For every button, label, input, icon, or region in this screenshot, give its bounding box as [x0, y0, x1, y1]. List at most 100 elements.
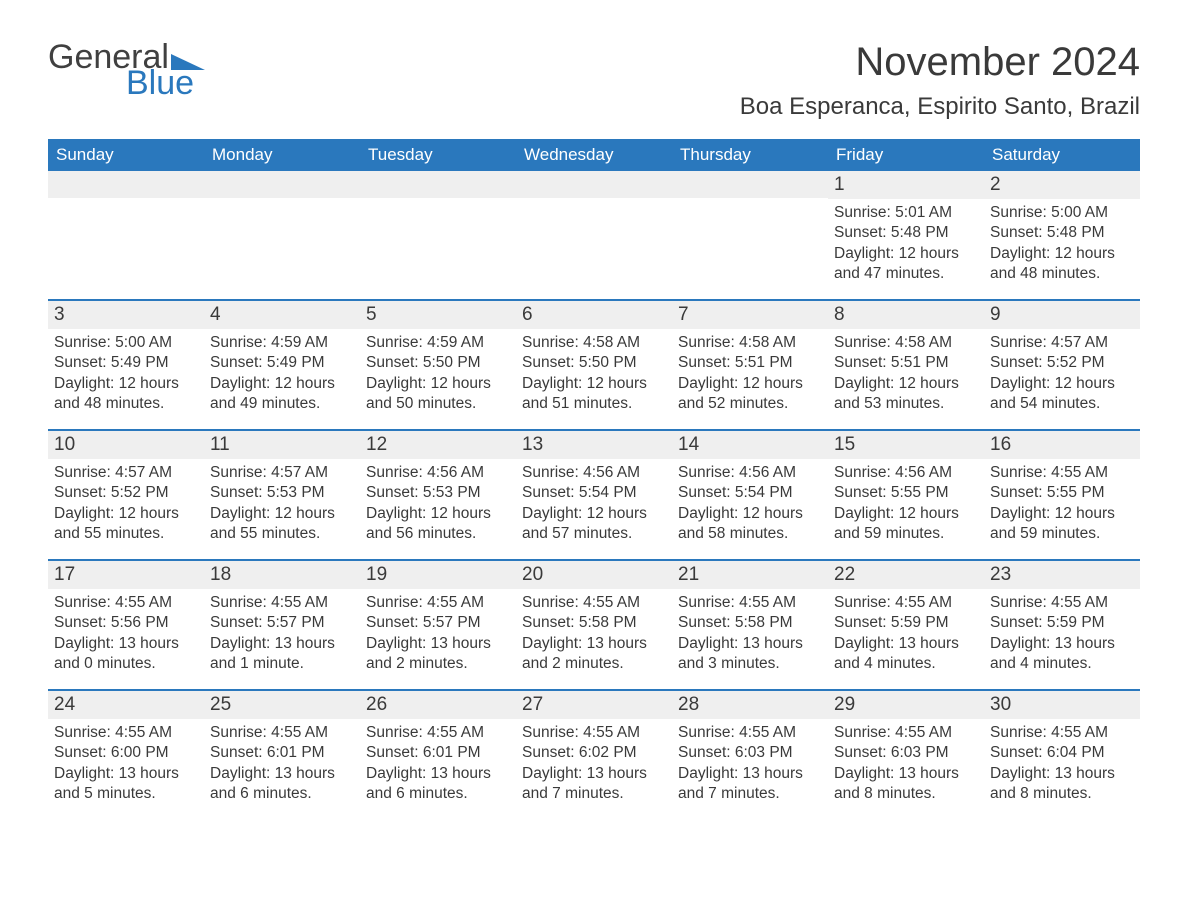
daylight-text: Daylight: 13 hours and 4 minutes.: [990, 634, 1134, 675]
daylight-text: Daylight: 12 hours and 57 minutes.: [522, 504, 666, 545]
sunrise-text: Sunrise: 4:56 AM: [366, 463, 510, 483]
sunrise-text: Sunrise: 4:58 AM: [678, 333, 822, 353]
sunset-text: Sunset: 5:51 PM: [834, 353, 978, 373]
dow-label: Tuesday: [360, 139, 516, 171]
day-details: Sunrise: 4:55 AMSunset: 6:01 PMDaylight:…: [360, 719, 516, 805]
sunrise-text: Sunrise: 4:55 AM: [834, 723, 978, 743]
day-number: [516, 171, 672, 198]
sunrise-text: Sunrise: 4:55 AM: [366, 723, 510, 743]
day-details: Sunrise: 4:57 AMSunset: 5:53 PMDaylight:…: [204, 459, 360, 545]
dow-label: Sunday: [48, 139, 204, 171]
day-number: 3: [48, 301, 204, 329]
day-details: Sunrise: 4:59 AMSunset: 5:50 PMDaylight:…: [360, 329, 516, 415]
daylight-text: Daylight: 12 hours and 47 minutes.: [834, 244, 978, 285]
calendar-day: 24Sunrise: 4:55 AMSunset: 6:00 PMDayligh…: [48, 691, 204, 819]
sunset-text: Sunset: 5:48 PM: [990, 223, 1134, 243]
day-details: Sunrise: 4:58 AMSunset: 5:50 PMDaylight:…: [516, 329, 672, 415]
day-number: [204, 171, 360, 198]
day-number: 9: [984, 301, 1140, 329]
day-details: Sunrise: 4:55 AMSunset: 6:00 PMDaylight:…: [48, 719, 204, 805]
day-details: Sunrise: 5:00 AMSunset: 5:48 PMDaylight:…: [984, 199, 1140, 285]
day-details: Sunrise: 4:55 AMSunset: 5:59 PMDaylight:…: [984, 589, 1140, 675]
day-number: 19: [360, 561, 516, 589]
sunset-text: Sunset: 5:53 PM: [366, 483, 510, 503]
logo-word2: Blue: [126, 66, 205, 100]
dow-label: Wednesday: [516, 139, 672, 171]
calendar-day: 8Sunrise: 4:58 AMSunset: 5:51 PMDaylight…: [828, 301, 984, 429]
day-number: 21: [672, 561, 828, 589]
day-number: 10: [48, 431, 204, 459]
sunset-text: Sunset: 5:50 PM: [366, 353, 510, 373]
sunrise-text: Sunrise: 4:55 AM: [54, 723, 198, 743]
sunset-text: Sunset: 5:59 PM: [990, 613, 1134, 633]
day-details: Sunrise: 4:55 AMSunset: 5:57 PMDaylight:…: [204, 589, 360, 675]
day-details: Sunrise: 4:56 AMSunset: 5:54 PMDaylight:…: [516, 459, 672, 545]
sunrise-text: Sunrise: 4:58 AM: [522, 333, 666, 353]
day-details: Sunrise: 4:58 AMSunset: 5:51 PMDaylight:…: [828, 329, 984, 415]
sunset-text: Sunset: 5:55 PM: [834, 483, 978, 503]
day-details: Sunrise: 4:56 AMSunset: 5:55 PMDaylight:…: [828, 459, 984, 545]
sunrise-text: Sunrise: 4:56 AM: [678, 463, 822, 483]
calendar-day: 29Sunrise: 4:55 AMSunset: 6:03 PMDayligh…: [828, 691, 984, 819]
daylight-text: Daylight: 13 hours and 7 minutes.: [522, 764, 666, 805]
sunrise-text: Sunrise: 4:55 AM: [990, 723, 1134, 743]
calendar-day: 19Sunrise: 4:55 AMSunset: 5:57 PMDayligh…: [360, 561, 516, 689]
calendar-day: 26Sunrise: 4:55 AMSunset: 6:01 PMDayligh…: [360, 691, 516, 819]
calendar-week: 3Sunrise: 5:00 AMSunset: 5:49 PMDaylight…: [48, 299, 1140, 429]
sunrise-text: Sunrise: 4:56 AM: [522, 463, 666, 483]
sunset-text: Sunset: 5:54 PM: [522, 483, 666, 503]
sunrise-text: Sunrise: 4:55 AM: [678, 593, 822, 613]
calendar-day: 14Sunrise: 4:56 AMSunset: 5:54 PMDayligh…: [672, 431, 828, 559]
sunrise-text: Sunrise: 4:55 AM: [366, 593, 510, 613]
sunrise-text: Sunrise: 4:57 AM: [54, 463, 198, 483]
daylight-text: Daylight: 13 hours and 6 minutes.: [210, 764, 354, 805]
day-details: Sunrise: 4:57 AMSunset: 5:52 PMDaylight:…: [984, 329, 1140, 415]
calendar-day: 4Sunrise: 4:59 AMSunset: 5:49 PMDaylight…: [204, 301, 360, 429]
daylight-text: Daylight: 12 hours and 55 minutes.: [210, 504, 354, 545]
day-details: Sunrise: 4:55 AMSunset: 5:58 PMDaylight:…: [516, 589, 672, 675]
day-number: 17: [48, 561, 204, 589]
daylight-text: Daylight: 12 hours and 54 minutes.: [990, 374, 1134, 415]
sunrise-text: Sunrise: 5:00 AM: [54, 333, 198, 353]
day-number: 15: [828, 431, 984, 459]
day-number: 30: [984, 691, 1140, 719]
daylight-text: Daylight: 13 hours and 2 minutes.: [366, 634, 510, 675]
day-number: 22: [828, 561, 984, 589]
day-number: 2: [984, 171, 1140, 199]
daylight-text: Daylight: 12 hours and 48 minutes.: [54, 374, 198, 415]
day-of-week-header: SundayMondayTuesdayWednesdayThursdayFrid…: [48, 139, 1140, 171]
day-number: 5: [360, 301, 516, 329]
daylight-text: Daylight: 13 hours and 0 minutes.: [54, 634, 198, 675]
calendar-day: 1Sunrise: 5:01 AMSunset: 5:48 PMDaylight…: [828, 171, 984, 299]
sunset-text: Sunset: 5:53 PM: [210, 483, 354, 503]
calendar-day: 23Sunrise: 4:55 AMSunset: 5:59 PMDayligh…: [984, 561, 1140, 689]
calendar-day: 9Sunrise: 4:57 AMSunset: 5:52 PMDaylight…: [984, 301, 1140, 429]
sunset-text: Sunset: 6:03 PM: [678, 743, 822, 763]
sunset-text: Sunset: 5:56 PM: [54, 613, 198, 633]
location-subtitle: Boa Esperanca, Espirito Santo, Brazil: [740, 93, 1140, 121]
daylight-text: Daylight: 12 hours and 58 minutes.: [678, 504, 822, 545]
sunset-text: Sunset: 6:02 PM: [522, 743, 666, 763]
sunrise-text: Sunrise: 4:55 AM: [54, 593, 198, 613]
daylight-text: Daylight: 12 hours and 50 minutes.: [366, 374, 510, 415]
sunset-text: Sunset: 5:52 PM: [54, 483, 198, 503]
calendar-day: 7Sunrise: 4:58 AMSunset: 5:51 PMDaylight…: [672, 301, 828, 429]
calendar-day: 12Sunrise: 4:56 AMSunset: 5:53 PMDayligh…: [360, 431, 516, 559]
day-number: 1: [828, 171, 984, 199]
day-details: Sunrise: 4:55 AMSunset: 5:57 PMDaylight:…: [360, 589, 516, 675]
daylight-text: Daylight: 13 hours and 2 minutes.: [522, 634, 666, 675]
day-number: [672, 171, 828, 198]
day-details: Sunrise: 4:55 AMSunset: 5:55 PMDaylight:…: [984, 459, 1140, 545]
day-number: [48, 171, 204, 198]
day-details: Sunrise: 4:59 AMSunset: 5:49 PMDaylight:…: [204, 329, 360, 415]
sunrise-text: Sunrise: 4:55 AM: [834, 593, 978, 613]
calendar-day: 20Sunrise: 4:55 AMSunset: 5:58 PMDayligh…: [516, 561, 672, 689]
calendar-day: 18Sunrise: 4:55 AMSunset: 5:57 PMDayligh…: [204, 561, 360, 689]
calendar-day: 21Sunrise: 4:55 AMSunset: 5:58 PMDayligh…: [672, 561, 828, 689]
sunset-text: Sunset: 6:04 PM: [990, 743, 1134, 763]
calendar-day: 28Sunrise: 4:55 AMSunset: 6:03 PMDayligh…: [672, 691, 828, 819]
daylight-text: Daylight: 13 hours and 5 minutes.: [54, 764, 198, 805]
daylight-text: Daylight: 12 hours and 48 minutes.: [990, 244, 1134, 285]
daylight-text: Daylight: 12 hours and 56 minutes.: [366, 504, 510, 545]
day-number: 11: [204, 431, 360, 459]
